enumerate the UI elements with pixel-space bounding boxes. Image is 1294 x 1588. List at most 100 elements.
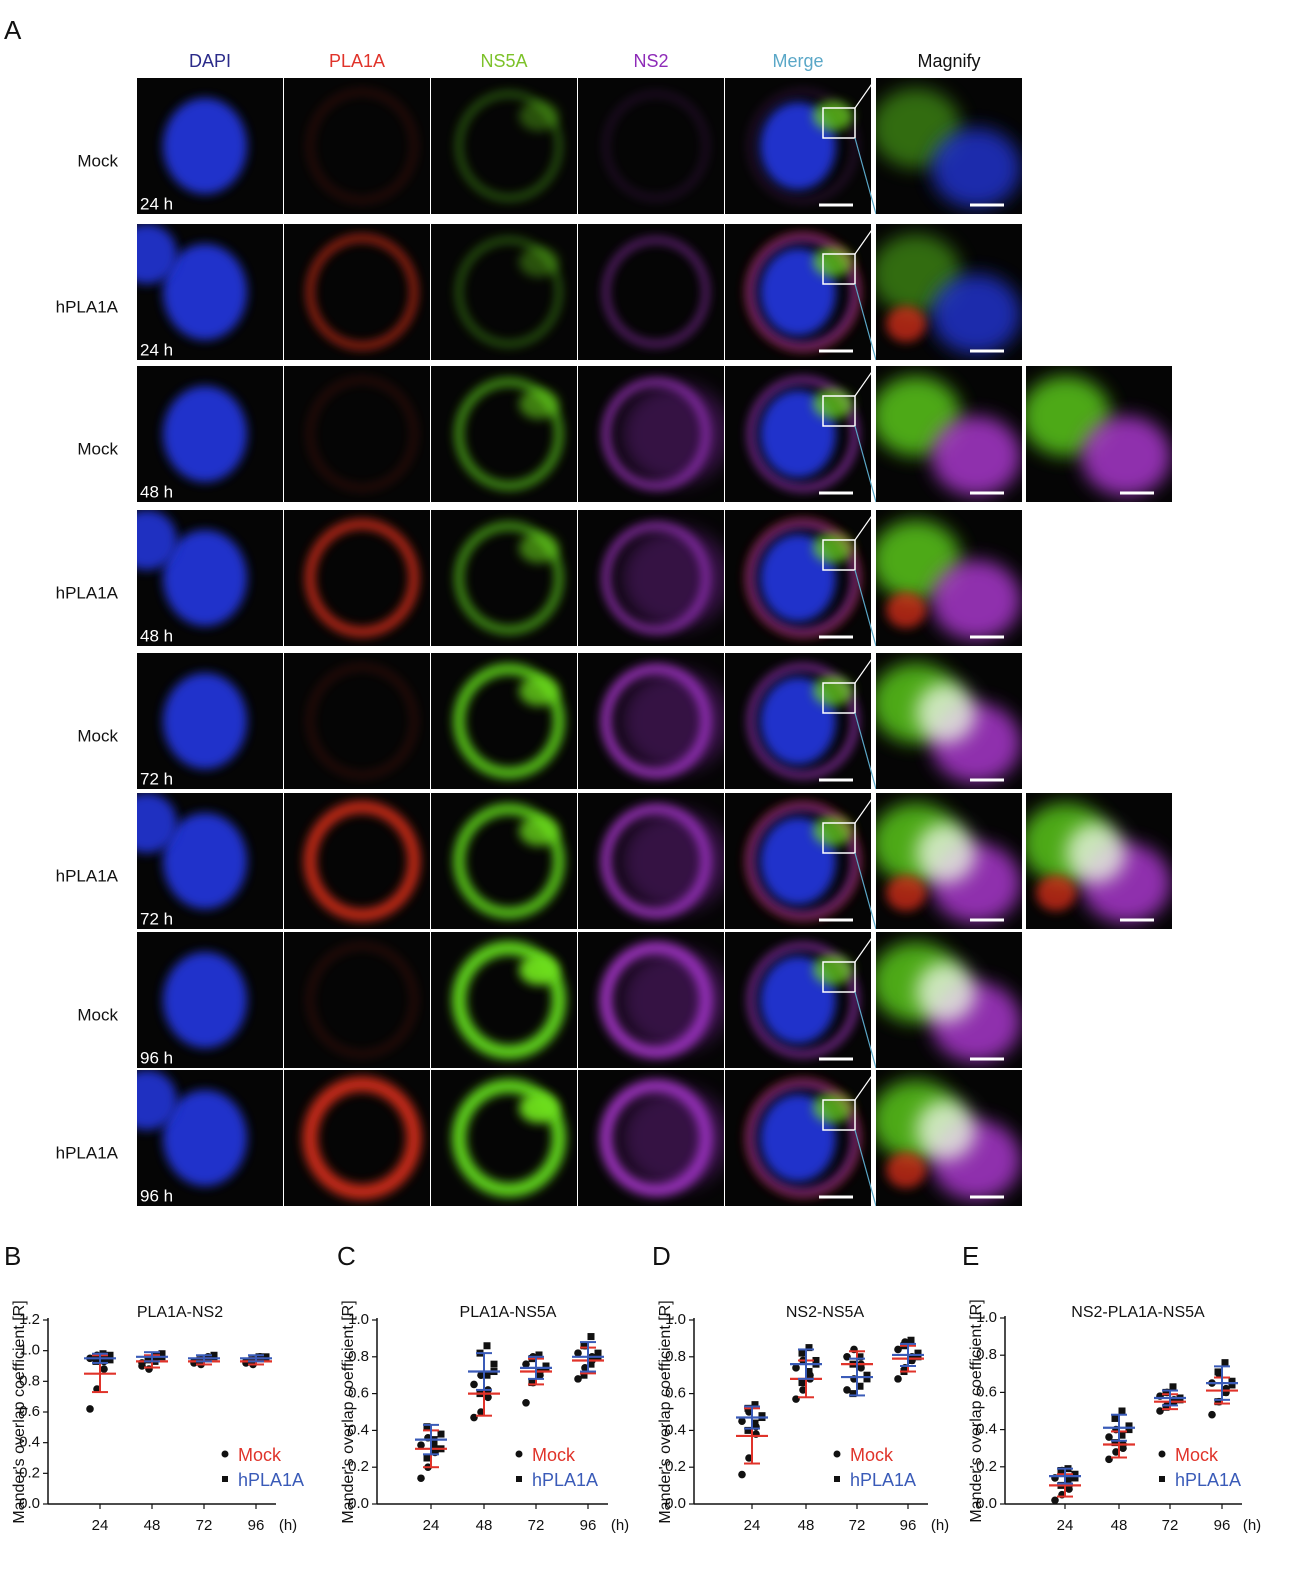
micrograph-content — [431, 653, 577, 789]
signal — [621, 811, 724, 911]
data-point — [535, 1371, 543, 1379]
signal — [745, 801, 861, 921]
data-point — [798, 1379, 806, 1387]
micrograph — [431, 793, 577, 929]
zoom-line — [854, 223, 877, 255]
legend-label: Mock — [1175, 1445, 1219, 1465]
micrograph — [876, 510, 1022, 646]
x-tick-label: 72 — [196, 1517, 213, 1534]
data-point — [798, 1349, 806, 1357]
data-point — [863, 1375, 871, 1383]
micrograph-content — [876, 1070, 1022, 1206]
micrograph-content — [578, 510, 724, 646]
data-point — [93, 1385, 101, 1393]
signal — [621, 384, 724, 484]
y-tick-label: 0.4 — [348, 1421, 369, 1438]
data-point — [144, 1354, 152, 1362]
data-point — [1221, 1359, 1229, 1367]
micrograph — [578, 224, 724, 360]
inset-box — [822, 682, 856, 714]
zoom-line — [854, 365, 877, 397]
x-axis-label: (h) — [1243, 1517, 1261, 1534]
chart-title: PLA1A-NS2 — [137, 1304, 223, 1321]
y-tick-label: 0.4 — [976, 1421, 997, 1438]
data-point — [528, 1379, 536, 1387]
y-axis-label: Mander's overlap coefficient [R] — [657, 1300, 674, 1523]
micrograph — [578, 78, 724, 214]
data-point — [1111, 1414, 1119, 1422]
signal — [453, 663, 565, 779]
data-point — [580, 1342, 588, 1350]
y-tick-label: 0.6 — [348, 1385, 369, 1402]
data-point — [894, 1375, 902, 1383]
data-point — [738, 1417, 746, 1425]
time-label: 96 h — [140, 1186, 173, 1205]
micrograph: 24 h — [137, 224, 283, 360]
micrograph-content — [578, 366, 724, 502]
data-point — [1156, 1407, 1164, 1415]
signal — [813, 1093, 853, 1123]
signal — [307, 89, 417, 203]
x-tick-label: 48 — [144, 1517, 161, 1534]
zoom-line — [854, 509, 877, 541]
micrograph-content — [431, 932, 577, 1068]
legend-marker — [834, 1476, 840, 1482]
x-tick-label: 96 — [1214, 1517, 1231, 1534]
signal — [621, 528, 724, 628]
signal — [137, 224, 177, 284]
signal — [519, 816, 559, 846]
data-point — [907, 1356, 915, 1364]
micrograph-background — [284, 366, 430, 502]
signal — [304, 801, 420, 921]
micrograph-content — [725, 1070, 871, 1206]
micrograph-content — [284, 224, 430, 360]
micrograph — [284, 78, 430, 214]
data-point — [856, 1353, 864, 1361]
signal — [307, 235, 417, 349]
x-axis-label: (h) — [611, 1517, 629, 1534]
micrograph-content — [578, 653, 724, 789]
data-point — [423, 1423, 431, 1431]
data-point — [751, 1419, 759, 1427]
chart-title: NS2-NS5A — [786, 1304, 865, 1321]
micrograph-content — [137, 366, 283, 502]
data-point — [1169, 1383, 1177, 1391]
micrograph-content — [725, 78, 871, 214]
signal — [745, 1078, 861, 1198]
data-point — [483, 1371, 491, 1379]
data-point — [470, 1413, 478, 1422]
data-point — [417, 1441, 425, 1449]
y-tick-label: 0.8 — [19, 1372, 40, 1389]
y-axis-label: Mander's overlap coefficient [R] — [11, 1300, 28, 1523]
panel-letter: B — [4, 1241, 21, 1271]
y-tick-label: 0.6 — [665, 1385, 686, 1402]
zoom-line — [854, 77, 877, 109]
data-point — [1228, 1381, 1236, 1389]
signal — [813, 389, 853, 419]
y-tick-label: 0.2 — [19, 1464, 40, 1481]
micrograph-content — [578, 793, 724, 929]
signal — [456, 237, 562, 347]
micrograph — [284, 653, 430, 789]
column-label: NS5A — [480, 51, 527, 71]
signal — [886, 875, 926, 911]
micrograph-content — [284, 1070, 430, 1206]
x-tick-label: 96 — [248, 1517, 265, 1534]
micrograph — [284, 510, 430, 646]
x-tick-label: 48 — [798, 1517, 815, 1534]
micrograph: 48 h — [137, 510, 283, 646]
data-point — [1064, 1476, 1072, 1484]
data-point — [470, 1380, 478, 1389]
signal — [163, 386, 247, 482]
micrograph — [284, 366, 430, 502]
signal — [621, 671, 724, 771]
panel-letter: A — [4, 15, 22, 45]
time-label: 48 h — [140, 626, 173, 645]
micrograph-content — [725, 793, 871, 929]
micrograph — [431, 1070, 577, 1206]
signal — [163, 244, 247, 340]
micrograph-content — [876, 366, 1022, 502]
y-tick-label: 0.0 — [976, 1495, 997, 1512]
micrograph-content — [431, 366, 577, 502]
